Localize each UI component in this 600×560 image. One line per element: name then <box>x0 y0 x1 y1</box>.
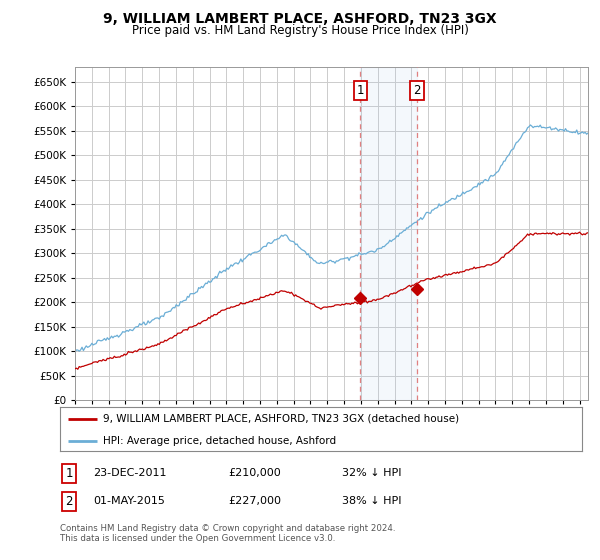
Text: 9, WILLIAM LAMBERT PLACE, ASHFORD, TN23 3GX: 9, WILLIAM LAMBERT PLACE, ASHFORD, TN23 … <box>103 12 497 26</box>
Text: £210,000: £210,000 <box>228 468 281 478</box>
Text: 9, WILLIAM LAMBERT PLACE, ASHFORD, TN23 3GX (detached house): 9, WILLIAM LAMBERT PLACE, ASHFORD, TN23 … <box>103 414 459 424</box>
Text: 1: 1 <box>356 84 364 97</box>
Text: 2: 2 <box>65 494 73 508</box>
Text: 32% ↓ HPI: 32% ↓ HPI <box>342 468 401 478</box>
Text: Price paid vs. HM Land Registry's House Price Index (HPI): Price paid vs. HM Land Registry's House … <box>131 24 469 36</box>
Text: 38% ↓ HPI: 38% ↓ HPI <box>342 496 401 506</box>
Text: 2: 2 <box>413 84 421 97</box>
Text: Contains HM Land Registry data © Crown copyright and database right 2024.
This d: Contains HM Land Registry data © Crown c… <box>60 524 395 543</box>
Bar <box>361 67 417 400</box>
Text: HPI: Average price, detached house, Ashford: HPI: Average price, detached house, Ashf… <box>103 436 336 446</box>
Text: 01-MAY-2015: 01-MAY-2015 <box>93 496 165 506</box>
Text: 1: 1 <box>65 466 73 480</box>
Text: 23-DEC-2011: 23-DEC-2011 <box>93 468 167 478</box>
Text: £227,000: £227,000 <box>228 496 281 506</box>
